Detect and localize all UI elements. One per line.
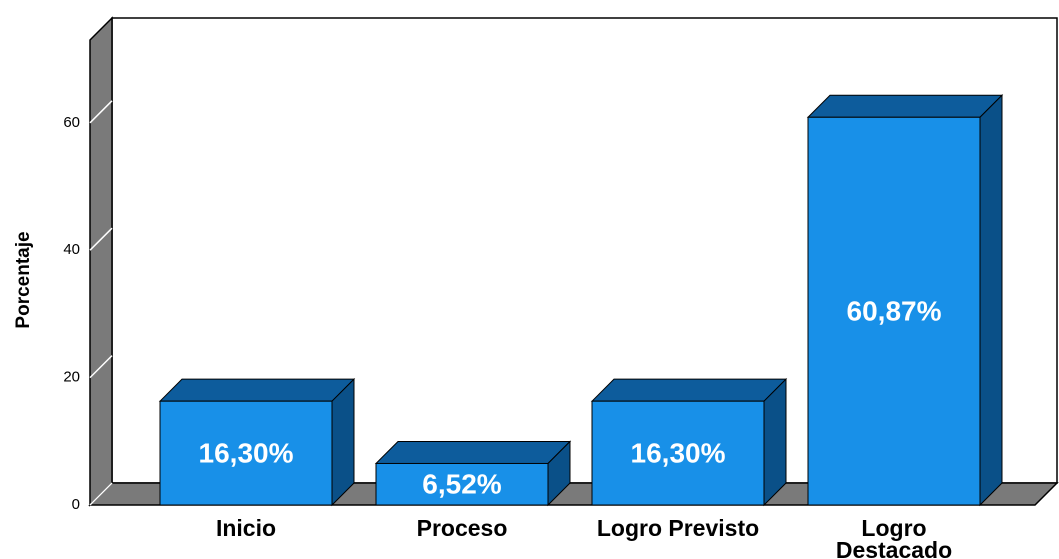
- bar-top: [374, 440, 572, 464]
- x-tick-label: Logro Previsto: [596, 515, 760, 541]
- bar-side: [331, 377, 355, 507]
- bar-top: [590, 378, 788, 402]
- bar: [375, 462, 549, 506]
- tick-line: [89, 227, 113, 251]
- value-label: 16,30%: [199, 437, 294, 468]
- tick-line: [89, 355, 113, 379]
- tick-line: [89, 100, 113, 124]
- y-tick-label: 20: [63, 369, 80, 386]
- bar-side: [763, 377, 787, 507]
- tick-line: [89, 482, 113, 506]
- bar-side: [979, 94, 1003, 507]
- x-tick-label: Proceso: [416, 515, 508, 541]
- bar: [159, 400, 333, 506]
- y-axis-label: Porcentaje: [13, 231, 34, 328]
- value-label: 16,30%: [631, 437, 726, 468]
- x-tick-label: Inicio: [215, 515, 277, 541]
- bar: [591, 400, 765, 506]
- bar: [807, 116, 981, 506]
- y-tick-label: 60: [63, 114, 80, 131]
- value-label: 60,87%: [847, 296, 942, 327]
- y-tick-label: 40: [63, 241, 80, 258]
- x-tick-label: Logro Destacado: [835, 515, 953, 559]
- value-label: 6,52%: [422, 469, 501, 500]
- bar-top: [806, 94, 1004, 118]
- y-tick-label: 0: [72, 496, 80, 513]
- side-wall: [89, 16, 113, 507]
- bar-top: [158, 378, 356, 402]
